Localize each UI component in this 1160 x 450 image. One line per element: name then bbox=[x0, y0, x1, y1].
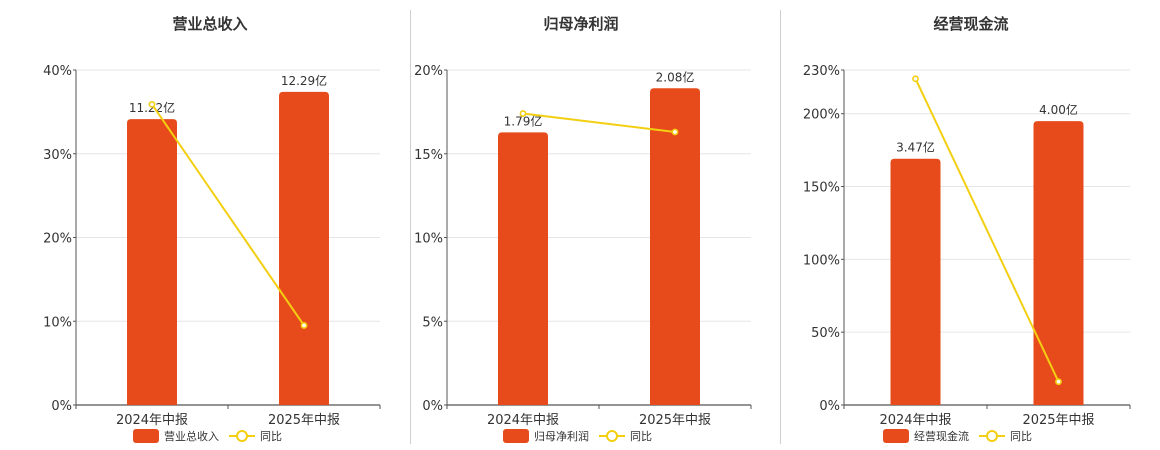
y-tick-label: 40% bbox=[43, 64, 72, 79]
yoy-line bbox=[914, 78, 1060, 383]
y-tick-label: 5% bbox=[422, 315, 443, 330]
x-tick-label: 2024年中报 bbox=[487, 413, 559, 428]
legend-swatch-marker bbox=[236, 430, 248, 442]
y-tick-label: 30% bbox=[43, 148, 72, 163]
bar bbox=[279, 91, 329, 405]
x-tick-label: 2024年中报 bbox=[879, 413, 951, 428]
legend-label-bar: 营业总收入 bbox=[164, 429, 219, 443]
y-tick-label: 20% bbox=[414, 64, 443, 79]
legend-swatch-marker bbox=[986, 430, 998, 442]
yoy-point bbox=[300, 322, 308, 329]
x-tick-label: 2025年中报 bbox=[268, 413, 340, 428]
bar bbox=[650, 88, 700, 405]
chart-title: 经营现金流 bbox=[933, 15, 1008, 33]
legend: 归母净利润 同比 bbox=[503, 429, 652, 443]
legend-swatch-bar bbox=[133, 429, 159, 443]
y-tick-label: 200% bbox=[803, 108, 840, 123]
x-tick-label: 2025年中报 bbox=[639, 413, 711, 428]
revenue-chart-panel: 营业总收入 0% 10% 20% 30% 40% 2024年中报 2025年中报 11.22亿 1… bbox=[0, 0, 410, 450]
x-tick-label: 2024年中报 bbox=[116, 413, 188, 428]
bar bbox=[1033, 121, 1084, 406]
y-tick-label: 20% bbox=[43, 232, 72, 247]
bar-data-label: 12.29亿 bbox=[281, 73, 327, 88]
y-tick-label: 100% bbox=[803, 253, 840, 268]
legend: 经营现金流 同比 bbox=[883, 429, 1032, 443]
panel-divider bbox=[780, 10, 781, 444]
yoy-line bbox=[151, 103, 305, 327]
y-tick-label: 10% bbox=[43, 315, 72, 330]
legend-swatch-marker bbox=[606, 430, 618, 442]
bar-data-label: 3.47亿 bbox=[896, 140, 935, 155]
y-tick-label: 0% bbox=[51, 399, 72, 414]
panel-divider bbox=[410, 10, 411, 444]
x-tick-label: 2025年中报 bbox=[1022, 413, 1094, 428]
chart-svg: 经营现金流 0% 50% 100% 150% 200% 230% 2024年中报 2025年中报… bbox=[803, 15, 1131, 443]
bar bbox=[890, 158, 941, 405]
chart-svg: 归母净利润 0% 5% 10% 15% 20% 2024年中报 2025年中报 1.79亿 2.0… bbox=[414, 15, 752, 443]
legend-label-line: 同比 bbox=[260, 430, 282, 443]
bar bbox=[127, 119, 177, 405]
y-tick-label: 0% bbox=[819, 399, 840, 414]
legend-swatch-bar bbox=[503, 429, 529, 443]
bar-data-label: 1.79亿 bbox=[504, 113, 543, 128]
chart-title: 营业总收入 bbox=[172, 15, 247, 33]
y-tick-label: 230% bbox=[803, 64, 840, 79]
legend-label-bar: 经营现金流 bbox=[914, 429, 969, 443]
cashflow-chart-panel: 经营现金流 0% 50% 100% 150% 200% 230% 2024年中报 2025年中报… bbox=[781, 0, 1160, 450]
net-profit-chart-panel: 归母净利润 0% 5% 10% 15% 20% 2024年中报 2025年中报 1.79亿 2.0… bbox=[411, 0, 781, 450]
legend: 营业总收入 同比 bbox=[133, 429, 282, 443]
legend-label-line: 同比 bbox=[630, 430, 652, 443]
y-tick-label: 15% bbox=[414, 148, 443, 163]
yoy-point bbox=[912, 75, 919, 83]
chart-title: 归母净利润 bbox=[543, 15, 618, 33]
y-tick-label: 50% bbox=[811, 326, 840, 341]
legend-label-bar: 归母净利润 bbox=[534, 429, 589, 443]
y-tick-label: 0% bbox=[422, 399, 443, 414]
yoy-point bbox=[148, 100, 156, 108]
legend-swatch-bar bbox=[883, 429, 909, 443]
yoy-point bbox=[1055, 378, 1062, 386]
y-tick-label: 10% bbox=[414, 232, 443, 247]
yoy-line bbox=[522, 112, 676, 133]
bar-data-label: 4.00亿 bbox=[1039, 102, 1078, 117]
legend-label-line: 同比 bbox=[1010, 430, 1032, 443]
bar bbox=[498, 132, 548, 405]
yoy-point bbox=[519, 110, 527, 117]
bar-data-label: 2.08亿 bbox=[656, 69, 695, 84]
y-tick-label: 150% bbox=[803, 181, 840, 196]
yoy-point bbox=[671, 128, 679, 136]
